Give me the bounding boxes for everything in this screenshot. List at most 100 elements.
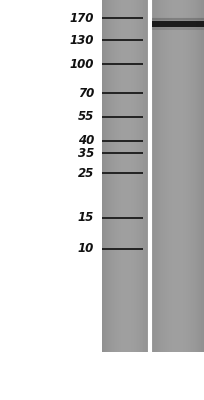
Bar — [143, 0, 144, 352]
Text: 70: 70 — [78, 87, 94, 100]
Bar — [156, 0, 157, 352]
Bar — [150, 0, 151, 352]
Bar — [190, 0, 191, 352]
Bar — [169, 0, 170, 352]
Bar — [105, 0, 106, 352]
Bar — [132, 0, 133, 352]
Bar — [182, 0, 183, 352]
Bar — [104, 0, 105, 352]
Bar — [114, 0, 115, 352]
Bar — [175, 0, 176, 352]
Bar — [187, 0, 188, 352]
Bar — [174, 0, 175, 352]
Bar — [142, 0, 143, 352]
Bar — [178, 0, 179, 352]
Bar — [107, 0, 108, 352]
Bar — [137, 0, 138, 352]
Text: 15: 15 — [78, 211, 94, 224]
Bar — [183, 0, 184, 352]
Bar — [146, 0, 147, 352]
Bar — [191, 0, 192, 352]
Bar — [164, 0, 165, 352]
Bar — [158, 0, 159, 352]
Bar — [147, 0, 148, 352]
Bar — [193, 0, 194, 352]
Bar — [108, 0, 109, 352]
Bar — [139, 0, 140, 352]
Bar — [198, 0, 199, 352]
Bar — [166, 0, 167, 352]
Bar — [184, 0, 185, 352]
Bar — [131, 0, 132, 352]
Bar — [148, 0, 149, 352]
Bar — [102, 0, 103, 352]
Bar — [161, 0, 162, 352]
Bar — [111, 0, 112, 352]
Bar — [117, 0, 118, 352]
Bar — [181, 0, 182, 352]
Bar — [198, 0, 199, 352]
Bar — [110, 0, 111, 352]
Bar — [170, 0, 171, 352]
Bar — [118, 0, 119, 352]
Bar — [159, 0, 160, 352]
Text: 40: 40 — [78, 134, 94, 147]
Bar — [167, 0, 168, 352]
Bar — [186, 0, 187, 352]
Bar — [201, 0, 202, 352]
Bar — [116, 0, 117, 352]
Text: 130: 130 — [70, 34, 94, 47]
Bar — [119, 0, 120, 352]
Bar — [202, 0, 203, 352]
Bar — [122, 0, 123, 352]
Text: 35: 35 — [78, 147, 94, 160]
Bar — [188, 0, 189, 352]
Bar — [106, 0, 107, 352]
Bar — [176, 0, 177, 352]
Bar — [163, 0, 164, 352]
Bar — [126, 0, 127, 352]
Bar — [109, 0, 110, 352]
Bar — [140, 0, 141, 352]
Bar — [173, 0, 174, 352]
Bar — [136, 0, 137, 352]
Bar — [199, 0, 200, 352]
Bar — [125, 0, 126, 352]
Bar — [103, 0, 104, 352]
Bar — [192, 0, 193, 352]
Bar — [172, 0, 173, 352]
Bar — [154, 0, 155, 352]
Bar — [168, 0, 169, 352]
Bar — [179, 0, 180, 352]
Bar — [133, 0, 134, 352]
Bar — [195, 0, 196, 352]
Bar — [200, 0, 201, 352]
Bar — [113, 0, 114, 352]
Text: 170: 170 — [70, 12, 94, 25]
Bar — [171, 0, 172, 352]
Bar — [115, 0, 116, 352]
Text: 10: 10 — [78, 242, 94, 255]
Bar — [121, 0, 122, 352]
Bar — [128, 0, 129, 352]
Bar — [189, 0, 190, 352]
Bar — [124, 0, 125, 352]
Bar — [135, 0, 136, 352]
Bar — [129, 0, 130, 352]
Bar — [149, 0, 150, 352]
Bar — [196, 0, 197, 352]
Bar — [197, 0, 198, 352]
Text: 100: 100 — [70, 58, 94, 71]
Bar — [194, 0, 195, 352]
Bar — [127, 0, 128, 352]
Bar — [138, 0, 139, 352]
Text: 25: 25 — [78, 167, 94, 180]
Bar — [160, 0, 161, 352]
Text: 55: 55 — [78, 110, 94, 123]
Bar — [203, 0, 204, 352]
Bar — [123, 0, 124, 352]
Bar — [112, 0, 113, 352]
Bar — [120, 0, 121, 352]
Bar — [157, 0, 158, 352]
Bar — [152, 0, 153, 352]
